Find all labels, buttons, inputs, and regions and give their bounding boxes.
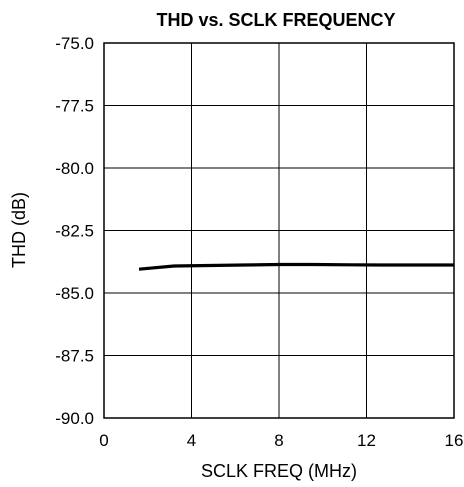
y-axis-label: THD (dB) (9, 192, 29, 268)
x-tick-label-4: 16 (445, 431, 464, 450)
y-tick-label-5: -87.5 (55, 347, 94, 366)
y-tick-label-6: -90.0 (55, 409, 94, 428)
series-group (138, 262, 454, 271)
x-tick-labels: 0 4 8 12 16 (99, 431, 463, 450)
y-tick-label-3: -82.5 (55, 222, 94, 241)
x-tick-label-1: 4 (187, 431, 196, 450)
x-axis-label: SCLK FREQ (MHz) (201, 461, 357, 481)
x-tick-label-0: 0 (99, 431, 108, 450)
x-tick-label-2: 8 (274, 431, 283, 450)
y-tick-labels: -75.0 -77.5 -80.0 -82.5 -85.0 -87.5 -90.0 (55, 34, 94, 428)
y-tick-label-2: -80.0 (55, 159, 94, 178)
y-tick-label-0: -75.0 (55, 34, 94, 53)
x-tick-label-3: 12 (357, 431, 376, 450)
y-tick-label-1: -77.5 (55, 97, 94, 116)
y-tick-label-4: -85.0 (55, 284, 94, 303)
plot-frame (103, 42, 455, 419)
thd-series-line-0 (138, 262, 454, 271)
chart-title: THD vs. SCLK FREQUENCY (156, 10, 395, 30)
grid (103, 42, 455, 419)
